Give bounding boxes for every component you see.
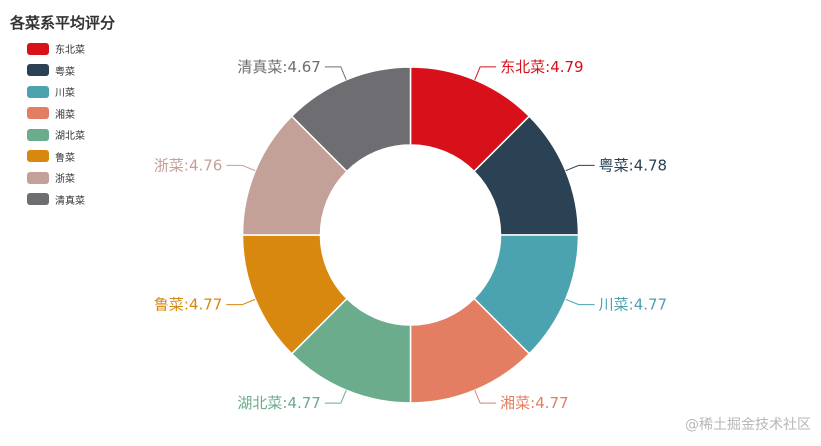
legend-swatch <box>27 107 49 120</box>
slice-label-6: 浙菜:4.76 <box>154 156 222 174</box>
legend-label: 湘菜 <box>55 109 75 121</box>
slice-label-7: 清真菜:4.67 <box>237 58 320 76</box>
legend-label: 粤菜 <box>55 66 75 78</box>
legend-label: 浙菜 <box>55 174 75 186</box>
legend-label: 川菜 <box>55 88 75 100</box>
label-line-3 <box>474 390 497 404</box>
legend-item-chuan[interactable]: 川菜 <box>27 81 85 103</box>
legend-item-lu[interactable]: 鲁菜 <box>27 146 85 168</box>
legend-label: 东北菜 <box>55 45 85 57</box>
legend-item-dongbei[interactable]: 东北菜 <box>27 38 85 60</box>
legend-label: 湖北菜 <box>55 131 85 143</box>
legend: 东北菜 粤菜 川菜 湘菜 湖北菜 鲁菜 浙菜 清真菜 <box>27 38 85 210</box>
legend-swatch <box>27 64 49 77</box>
slice-label-5: 鲁菜:4.77 <box>154 296 222 314</box>
watermark: @稀土掘金技术社区 <box>685 417 811 433</box>
legend-swatch <box>27 42 49 55</box>
slice-label-2: 川菜:4.77 <box>599 296 667 314</box>
label-line-5 <box>226 298 256 306</box>
slice-label-1: 粤菜:4.78 <box>599 156 667 174</box>
legend-label: 鲁菜 <box>55 152 75 164</box>
label-line-0 <box>474 66 497 80</box>
legend-label: 清真菜 <box>55 195 85 207</box>
label-line-2 <box>565 298 595 306</box>
legend-swatch <box>27 150 49 163</box>
chart-title: 各菜系平均评分 <box>10 14 116 32</box>
legend-swatch <box>27 85 49 98</box>
legend-swatch <box>27 171 49 184</box>
label-line-7 <box>324 66 347 80</box>
legend-item-hubei[interactable]: 湖北菜 <box>27 124 85 146</box>
legend-item-zhe[interactable]: 浙菜 <box>27 167 85 189</box>
legend-swatch <box>27 193 49 206</box>
legend-item-yue[interactable]: 粤菜 <box>27 60 85 82</box>
label-line-1 <box>565 164 595 172</box>
legend-item-qingzhen[interactable]: 清真菜 <box>27 189 85 211</box>
label-line-4 <box>324 390 347 404</box>
slice-label-3: 湘菜:4.77 <box>500 394 568 412</box>
donut-slice-7[interactable] <box>290 66 412 173</box>
legend-swatch <box>27 128 49 141</box>
slice-label-4: 湖北菜:4.77 <box>237 394 320 412</box>
slice-label-0: 东北菜:4.79 <box>500 58 583 76</box>
label-line-6 <box>226 164 256 172</box>
legend-item-xiang[interactable]: 湘菜 <box>27 103 85 125</box>
